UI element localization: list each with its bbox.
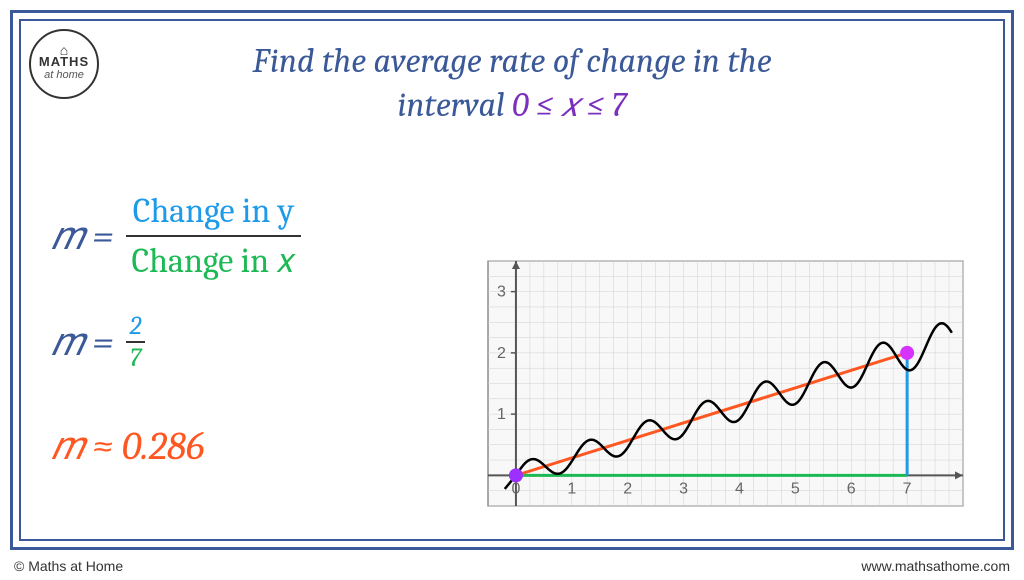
logo-text-2: at home [44,69,84,81]
logo-text-1: MATHS [39,54,89,69]
formula-numeric: 𝑚 = 2 7 [51,311,451,373]
title-line1: Find the average rate of change in the [252,41,771,81]
logo: ⌂ MATHS at home [29,29,99,99]
m-equals-2: 𝑚 = [51,319,114,365]
svg-text:0: 0 [511,480,520,497]
svg-text:3: 3 [497,284,506,301]
svg-text:1: 1 [497,406,506,423]
svg-text:6: 6 [847,480,856,497]
numerator-2: 2 [126,311,146,341]
title-line2-prefix: interval [398,85,513,125]
m-equals-1: 𝑚 = [51,213,114,259]
title: Find the average rate of change in the i… [41,39,983,127]
logo-roof: ⌂ [60,47,68,54]
fraction-27: 2 7 [126,311,146,373]
formula-area: 𝑚 = Change in y Change in 𝑥 𝑚 = 2 7 𝑚 ≈ … [51,191,451,469]
svg-text:5: 5 [791,480,800,497]
denominator-text: Change in 𝑥 [126,235,302,281]
numerator-text: Change in y [127,191,300,235]
formula-definition: 𝑚 = Change in y Change in 𝑥 [51,191,451,281]
title-interval: 0 ≤ 𝑥 ≤ 7 [512,85,626,125]
chart-svg: 0 1 2 3 4 5 6 7 1 2 3 [453,251,973,531]
footer-left: © Maths at Home [14,558,123,574]
svg-text:1: 1 [567,480,576,497]
fraction-words: Change in y Change in 𝑥 [126,191,302,281]
svg-text:2: 2 [497,345,506,362]
denominator-7: 7 [126,341,146,373]
footer-right: www.mathsathome.com [861,558,1010,574]
chart: 0 1 2 3 4 5 6 7 1 2 3 [453,251,973,531]
result: 𝑚 ≈ 0.286 [51,423,451,469]
svg-text:4: 4 [735,480,744,497]
svg-text:7: 7 [903,480,912,497]
svg-text:2: 2 [623,480,632,497]
svg-text:3: 3 [679,480,688,497]
